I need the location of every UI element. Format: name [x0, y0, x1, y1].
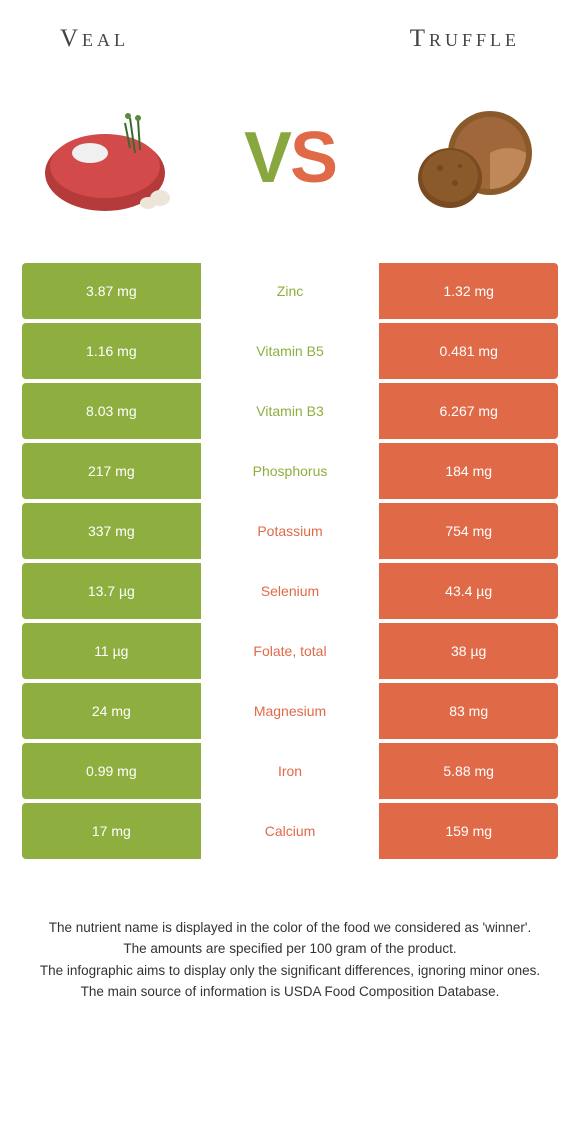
nutrient-label: Folate, total: [201, 623, 380, 679]
table-row: 1.16 mgVitamin B50.481 mg: [22, 323, 558, 379]
vs-v: V: [244, 118, 290, 198]
nutrient-table: 3.87 mgZinc1.32 mg1.16 mgVitamin B50.481…: [0, 263, 580, 859]
right-food-image: [390, 93, 550, 223]
left-value: 8.03 mg: [22, 383, 201, 439]
right-value: 38 µg: [379, 623, 558, 679]
footer-line: The infographic aims to display only the…: [28, 961, 552, 981]
right-value: 83 mg: [379, 683, 558, 739]
table-row: 3.87 mgZinc1.32 mg: [22, 263, 558, 319]
left-value: 11 µg: [22, 623, 201, 679]
right-value: 184 mg: [379, 443, 558, 499]
nutrient-label: Selenium: [201, 563, 380, 619]
nutrient-label: Magnesium: [201, 683, 380, 739]
nutrient-label: Iron: [201, 743, 380, 799]
table-row: 13.7 µgSelenium43.4 µg: [22, 563, 558, 619]
left-value: 217 mg: [22, 443, 201, 499]
left-value: 13.7 µg: [22, 563, 201, 619]
table-row: 337 mgPotassium754 mg: [22, 503, 558, 559]
right-value: 43.4 µg: [379, 563, 558, 619]
footer: The nutrient name is displayed in the co…: [0, 863, 580, 1033]
right-value: 1.32 mg: [379, 263, 558, 319]
table-row: 0.99 mgIron5.88 mg: [22, 743, 558, 799]
table-row: 217 mgPhosphorus184 mg: [22, 443, 558, 499]
nutrient-label: Vitamin B5: [201, 323, 380, 379]
nutrient-label: Potassium: [201, 503, 380, 559]
vs-s: S: [290, 118, 336, 198]
table-row: 24 mgMagnesium83 mg: [22, 683, 558, 739]
right-food-title: Truffle: [410, 25, 520, 53]
table-row: 11 µgFolate, total38 µg: [22, 623, 558, 679]
right-value: 754 mg: [379, 503, 558, 559]
footer-line: The main source of information is USDA F…: [28, 982, 552, 1002]
nutrient-label: Phosphorus: [201, 443, 380, 499]
left-value: 3.87 mg: [22, 263, 201, 319]
right-value: 5.88 mg: [379, 743, 558, 799]
left-value: 1.16 mg: [22, 323, 201, 379]
right-value: 6.267 mg: [379, 383, 558, 439]
left-value: 24 mg: [22, 683, 201, 739]
vs-label: VS: [244, 117, 336, 199]
nutrient-label: Calcium: [201, 803, 380, 859]
nutrient-label: Zinc: [201, 263, 380, 319]
nutrient-label: Vitamin B3: [201, 383, 380, 439]
footer-line: The nutrient name is displayed in the co…: [28, 918, 552, 938]
right-value: 0.481 mg: [379, 323, 558, 379]
vs-row: VS: [0, 63, 580, 263]
table-row: 17 mgCalcium159 mg: [22, 803, 558, 859]
left-food-image: [30, 93, 190, 223]
left-food-title: Veal: [60, 25, 129, 53]
table-row: 8.03 mgVitamin B36.267 mg: [22, 383, 558, 439]
left-value: 337 mg: [22, 503, 201, 559]
header: Veal Truffle: [0, 0, 580, 63]
left-value: 0.99 mg: [22, 743, 201, 799]
left-value: 17 mg: [22, 803, 201, 859]
right-value: 159 mg: [379, 803, 558, 859]
footer-line: The amounts are specified per 100 gram o…: [28, 939, 552, 959]
